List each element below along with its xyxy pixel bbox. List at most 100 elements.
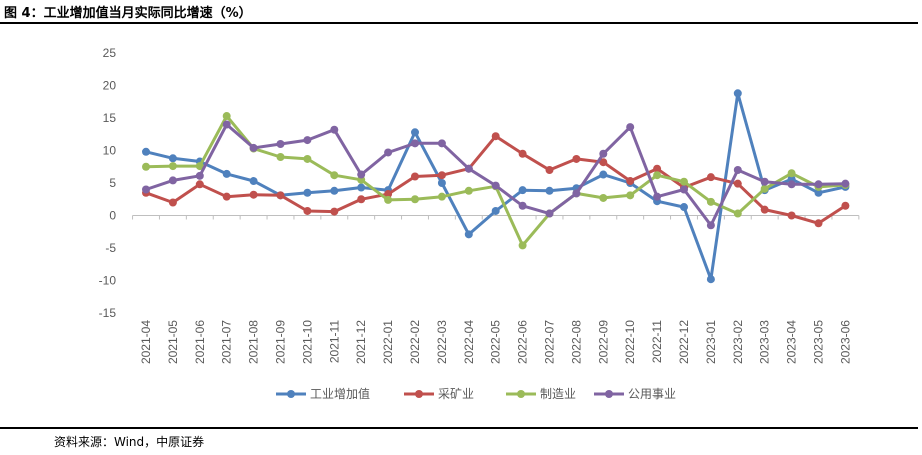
data-point bbox=[706, 197, 715, 206]
data-point bbox=[411, 195, 419, 204]
x-tick-label: 2023-01 bbox=[704, 320, 718, 364]
legend: 工业增加值 采矿业 制造业 公用事业 bbox=[276, 386, 676, 401]
data-point bbox=[653, 164, 662, 173]
x-tick-label: 2021-10 bbox=[300, 320, 314, 364]
x-tick-label: 2022-09 bbox=[596, 320, 610, 364]
x-tick-label: 2023-06 bbox=[838, 320, 852, 364]
x-tick-label: 2022-11 bbox=[650, 320, 664, 363]
series-layer bbox=[142, 89, 850, 284]
legend-marker bbox=[605, 390, 613, 398]
data-point bbox=[518, 201, 527, 210]
y-tick-label: 5 bbox=[109, 176, 116, 190]
data-point bbox=[330, 207, 339, 216]
data-point bbox=[464, 164, 473, 173]
top-rule bbox=[0, 22, 918, 24]
data-point bbox=[411, 139, 419, 148]
data-point bbox=[249, 177, 258, 186]
x-tick-label: 2022-01 bbox=[381, 320, 395, 364]
data-point bbox=[787, 180, 796, 189]
data-point bbox=[464, 230, 473, 239]
data-point bbox=[572, 189, 581, 198]
legend-label: 工业增加值 bbox=[310, 386, 370, 401]
data-point bbox=[464, 186, 473, 195]
x-tick-label: 2021-06 bbox=[193, 320, 207, 364]
data-point bbox=[437, 139, 446, 148]
data-point bbox=[276, 191, 285, 200]
x-tick-label: 2022-07 bbox=[543, 320, 557, 364]
data-point bbox=[760, 205, 769, 214]
data-point bbox=[653, 171, 662, 180]
data-point bbox=[599, 193, 608, 202]
data-point bbox=[545, 166, 554, 174]
y-tick-label: 25 bbox=[103, 46, 117, 60]
x-tick-label: 2023-05 bbox=[812, 320, 826, 364]
data-point bbox=[357, 183, 366, 192]
data-point bbox=[249, 143, 258, 152]
source-note: 资料来源：Wind，中原证券 bbox=[54, 435, 205, 449]
x-tick-label: 2023-03 bbox=[758, 320, 772, 364]
y-tick-label: -5 bbox=[105, 241, 116, 255]
x-tick-label: 2021-08 bbox=[247, 320, 261, 364]
x-tick-label: 2022-12 bbox=[677, 320, 691, 364]
legend-label: 采矿业 bbox=[438, 387, 474, 401]
data-point bbox=[491, 206, 500, 215]
data-point bbox=[787, 211, 796, 220]
data-point bbox=[545, 186, 554, 195]
data-point bbox=[303, 154, 312, 163]
data-point bbox=[222, 112, 231, 121]
data-point bbox=[168, 154, 177, 163]
y-tick-label: -10 bbox=[99, 274, 117, 288]
x-tick-label: 2023-02 bbox=[731, 320, 745, 364]
y-tick-label: 15 bbox=[103, 111, 117, 125]
legend-label: 公用事业 bbox=[628, 387, 676, 401]
data-point bbox=[384, 195, 393, 204]
legend-marker bbox=[517, 390, 525, 398]
data-point bbox=[572, 154, 581, 163]
data-point bbox=[437, 179, 446, 187]
data-point bbox=[733, 209, 742, 218]
data-point bbox=[303, 206, 312, 215]
data-point bbox=[653, 192, 662, 201]
data-point bbox=[142, 162, 150, 171]
data-point bbox=[276, 140, 285, 148]
data-point bbox=[303, 188, 312, 197]
data-point bbox=[733, 166, 742, 174]
y-tick-label: 20 bbox=[103, 79, 117, 93]
data-point bbox=[357, 170, 366, 179]
data-point bbox=[518, 241, 527, 250]
data-point bbox=[706, 275, 715, 284]
x-tick-label: 2022-03 bbox=[435, 320, 449, 364]
legend-label: 制造业 bbox=[540, 387, 576, 401]
series-1 bbox=[142, 132, 850, 228]
data-point bbox=[330, 125, 339, 134]
data-point bbox=[330, 186, 339, 195]
x-tick-label: 2021-12 bbox=[354, 320, 368, 364]
x-tick-label: 2021-04 bbox=[139, 320, 153, 364]
x-tick-label: 2022-08 bbox=[569, 320, 583, 364]
data-point bbox=[195, 180, 204, 189]
bottom-rule bbox=[0, 427, 918, 429]
x-tick-label: 2021-07 bbox=[220, 320, 234, 364]
figure-title: 图 4：工业增加值当月实际同比增速（%） bbox=[4, 6, 252, 21]
data-point bbox=[706, 173, 715, 182]
x-tick-label: 2022-05 bbox=[489, 320, 503, 364]
data-point bbox=[518, 149, 527, 158]
data-point bbox=[437, 192, 446, 201]
data-point bbox=[303, 136, 312, 145]
x-tick-label: 2023-04 bbox=[785, 320, 799, 364]
data-point bbox=[384, 190, 393, 199]
data-point bbox=[626, 191, 635, 200]
x-tick-label: 2022-04 bbox=[462, 320, 476, 364]
y-tick-label: -15 bbox=[99, 306, 117, 320]
data-point bbox=[222, 169, 231, 178]
x-axis-ticks: 2021-04 2021-05 2021-06 2021-07 2021-08 2021-… bbox=[132, 215, 860, 364]
data-point bbox=[411, 128, 419, 137]
data-point bbox=[195, 171, 204, 180]
data-point bbox=[626, 123, 635, 132]
data-point bbox=[787, 169, 796, 178]
data-point bbox=[518, 186, 527, 195]
data-point bbox=[760, 177, 769, 186]
data-point bbox=[599, 149, 608, 158]
x-tick-label: 2022-02 bbox=[408, 320, 422, 364]
